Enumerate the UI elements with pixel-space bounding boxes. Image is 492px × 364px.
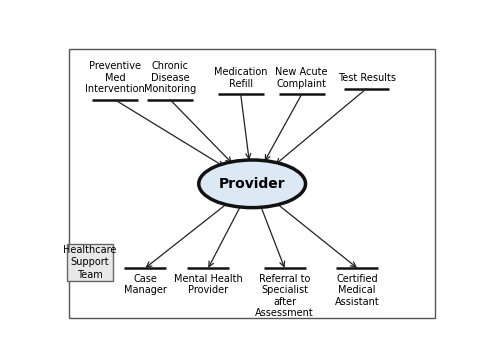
Text: Certified
Medical
Assistant: Certified Medical Assistant <box>335 273 379 307</box>
Text: Case
Manager: Case Manager <box>124 273 167 295</box>
Text: Referral to
Specialist
after
Assessment: Referral to Specialist after Assessment <box>255 273 314 318</box>
Ellipse shape <box>199 160 306 207</box>
Text: Preventive
Med
Intervention: Preventive Med Intervention <box>85 61 145 94</box>
Text: Test Results: Test Results <box>338 73 396 83</box>
FancyBboxPatch shape <box>69 49 435 318</box>
Text: New Acute
Complaint: New Acute Complaint <box>276 67 328 88</box>
Text: Healthcare
Support
Team: Healthcare Support Team <box>63 245 117 280</box>
Text: Medication
Refill: Medication Refill <box>214 67 268 88</box>
Text: Provider: Provider <box>219 177 285 191</box>
Text: Chronic
Disease
Monitoring: Chronic Disease Monitoring <box>144 61 196 94</box>
FancyBboxPatch shape <box>67 244 113 281</box>
Text: Mental Health
Provider: Mental Health Provider <box>174 273 243 295</box>
